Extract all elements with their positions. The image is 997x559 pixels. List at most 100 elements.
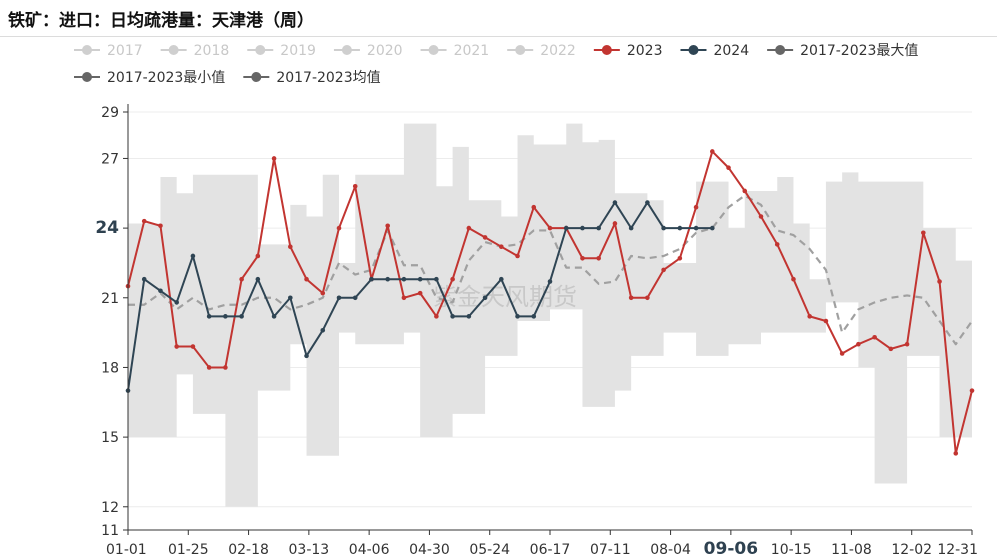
data-point[interactable] [141,276,147,282]
data-point[interactable] [158,288,163,294]
data-point[interactable] [645,295,650,301]
legend-item-2017-2023均值[interactable]: 2017-2023均值 [243,70,381,86]
data-point[interactable] [580,255,585,261]
data-point[interactable] [904,341,910,347]
data-point[interactable] [677,225,683,231]
legend-item-2022[interactable]: 2022 [507,43,576,59]
data-point[interactable] [531,204,537,210]
data-point[interactable] [223,365,228,370]
data-point[interactable] [937,279,942,284]
legend-item-2021[interactable]: 2021 [420,43,490,59]
data-point[interactable] [158,223,163,229]
data-point[interactable] [450,314,455,319]
data-point[interactable] [807,314,812,319]
data-point[interactable] [320,290,326,296]
data-point[interactable] [352,295,358,301]
data-point[interactable] [856,341,861,347]
data-point[interactable] [531,314,537,319]
data-point[interactable] [466,314,472,319]
data-point[interactable] [628,295,634,301]
data-point[interactable] [401,276,407,282]
data-point[interactable] [304,353,309,359]
data-point[interactable] [710,225,715,231]
data-point[interactable] [791,276,796,282]
legend-item-2017-2023最大值[interactable]: 2017-2023最大值 [767,43,918,59]
data-point[interactable] [336,225,342,231]
data-point[interactable] [482,295,488,301]
data-point[interactable] [288,295,293,301]
data-point[interactable] [839,351,845,356]
data-point[interactable] [596,255,601,261]
data-point[interactable] [304,276,309,282]
data-point[interactable] [499,244,504,249]
data-point[interactable] [141,218,147,224]
data-point[interactable] [758,214,764,219]
data-point[interactable] [206,314,212,319]
data-point[interactable] [710,149,715,154]
data-point[interactable] [628,225,634,231]
data-point[interactable] [174,344,179,349]
data-point[interactable] [596,225,601,231]
data-point[interactable] [612,221,618,226]
data-point[interactable] [320,327,326,333]
data-point[interactable] [499,276,504,282]
x-tick-label: 12-31 [937,542,978,558]
data-point[interactable] [888,346,894,352]
data-point[interactable] [969,388,975,393]
legend-item-2018[interactable]: 2018 [160,43,230,59]
data-point[interactable] [434,314,439,319]
data-point[interactable] [336,295,342,301]
data-point[interactable] [385,276,390,282]
data-point[interactable] [693,225,699,231]
data-point[interactable] [677,255,683,261]
data-point[interactable] [823,318,829,324]
data-point[interactable] [661,267,666,273]
data-point[interactable] [466,225,472,231]
data-point[interactable] [401,295,407,301]
data-point[interactable] [547,225,553,231]
legend-item-2017-2023最小值[interactable]: 2017-2023最小值 [74,70,225,86]
data-point[interactable] [693,204,699,210]
data-point[interactable] [547,279,553,284]
x-tick-label: 08-04 [650,542,691,558]
data-point[interactable] [742,188,748,194]
data-point[interactable] [645,200,650,205]
data-point[interactable] [255,276,261,282]
data-point[interactable] [288,244,293,249]
data-point[interactable] [434,276,439,282]
data-point[interactable] [774,242,780,247]
data-point[interactable] [239,276,244,282]
data-point[interactable] [190,253,196,259]
data-point[interactable] [726,165,731,171]
data-point[interactable] [271,314,277,319]
data-point[interactable] [255,253,261,259]
data-point[interactable] [612,200,618,205]
y-tick-label: 11 [101,523,119,539]
data-point[interactable] [352,184,358,189]
data-point[interactable] [223,314,228,319]
data-point[interactable] [661,225,666,231]
legend-item-2019[interactable]: 2019 [247,43,316,59]
data-point[interactable] [239,314,244,319]
data-point[interactable] [515,253,520,259]
data-point[interactable] [872,334,877,340]
data-point[interactable] [385,223,390,229]
data-point[interactable] [206,365,212,370]
data-point[interactable] [174,300,179,305]
legend-item-2023[interactable]: 2023 [593,43,663,59]
data-point[interactable] [580,225,585,231]
data-point[interactable] [450,276,455,282]
legend-item-2020[interactable]: 2020 [333,43,403,59]
legend-item-2017[interactable]: 2017 [74,43,143,59]
data-point[interactable] [190,344,196,349]
data-point[interactable] [482,235,488,240]
data-point[interactable] [515,314,520,319]
data-point[interactable] [417,276,423,282]
data-point[interactable] [369,276,374,282]
legend-item-2024[interactable]: 2024 [680,43,749,59]
data-point[interactable] [417,290,423,296]
data-point[interactable] [953,451,959,456]
data-point[interactable] [563,225,569,231]
data-point[interactable] [921,230,926,236]
data-point[interactable] [271,156,277,161]
